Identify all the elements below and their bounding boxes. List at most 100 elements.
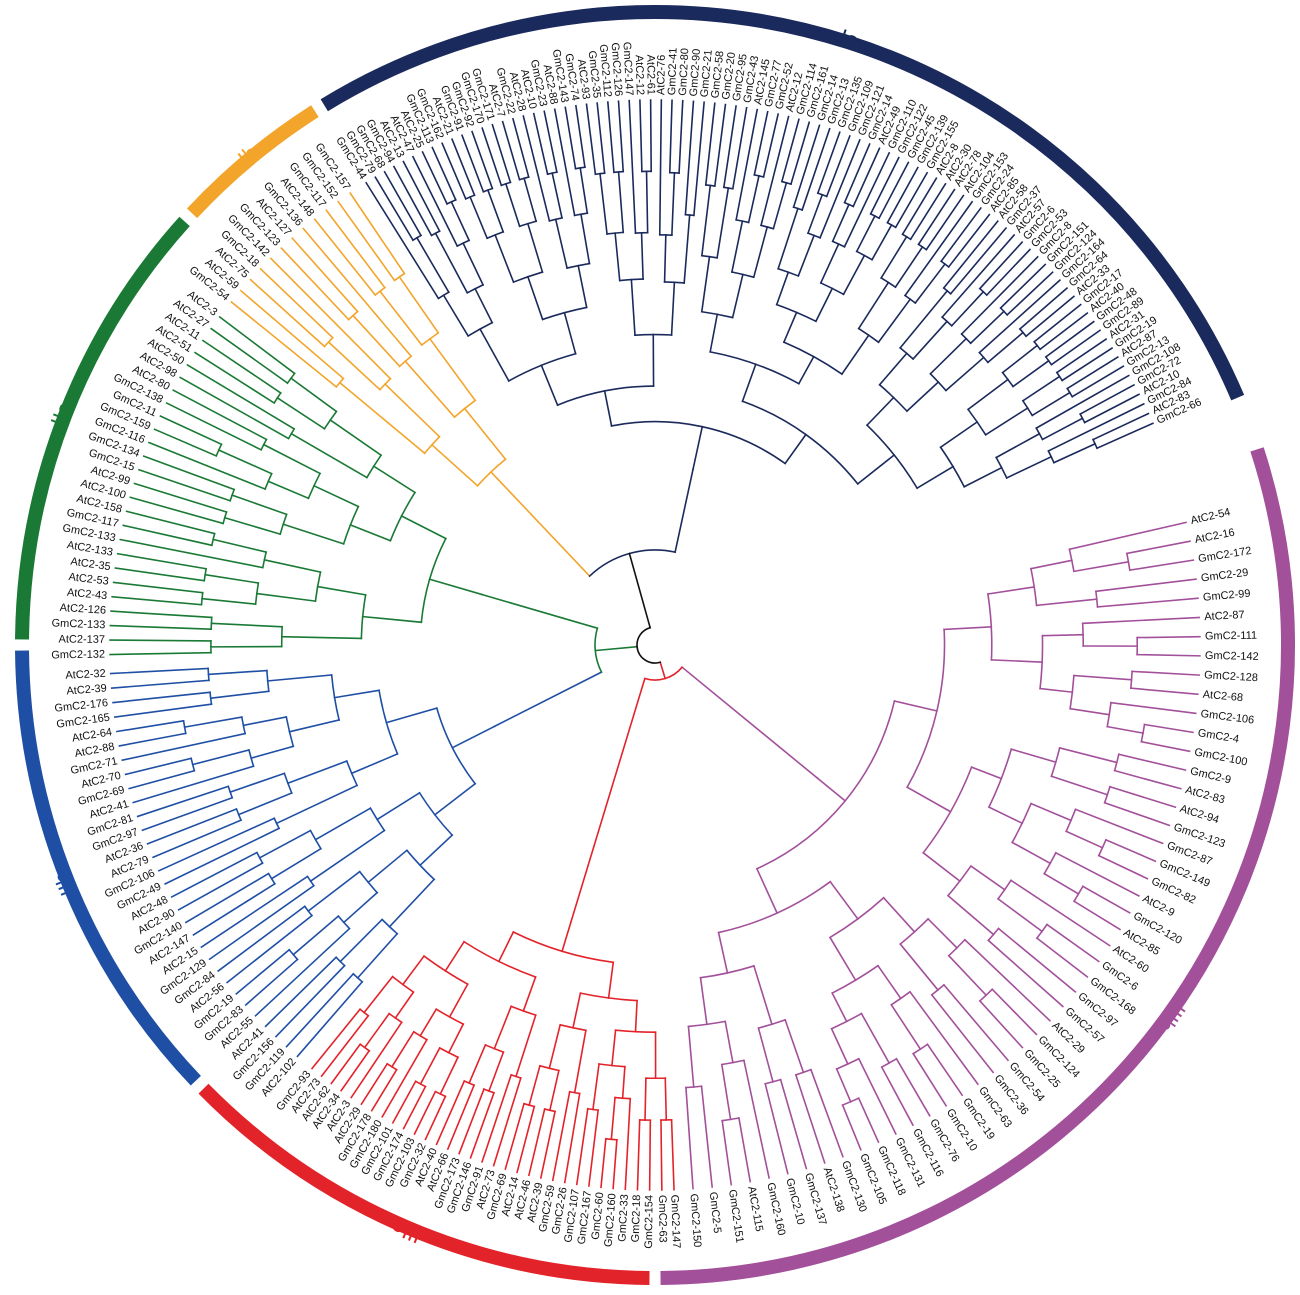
branch-Ia [441, 142, 467, 200]
branch-IIIb [1072, 560, 1130, 573]
branch-IIIb [882, 896, 916, 933]
branch-Ia [692, 425, 704, 471]
branch-IIIb [1136, 653, 1201, 657]
branch-IIIb [1125, 540, 1191, 555]
branch-Ia [1055, 338, 1108, 374]
branch-Ia [639, 99, 643, 173]
branch-IIb [115, 719, 185, 733]
branch-IIb [250, 745, 295, 760]
branch-Ia [1038, 311, 1089, 351]
leaf-label: AtC2-12 [633, 55, 646, 96]
branch-IIb [350, 752, 399, 775]
branch-Ia [1047, 402, 1145, 453]
branch-Ia [442, 294, 470, 338]
branch-Ia [630, 278, 636, 337]
branch-IIb [183, 716, 243, 729]
branch-IIIb [1072, 900, 1122, 931]
branch-Ia [944, 356, 985, 392]
branch-IIa [210, 622, 284, 628]
leaf-label: GmC2-4 [1197, 727, 1240, 746]
branch-IIa [125, 510, 216, 535]
branch-IIIb [1010, 748, 1057, 764]
branch-Ia [929, 337, 968, 375]
branch-IIIa [439, 1056, 460, 1096]
branch-Ia [741, 363, 757, 403]
branch-IIa [223, 516, 282, 536]
branch-Ia [1095, 422, 1154, 450]
clade-arcs [15, 5, 1295, 1285]
branch-Ia [762, 113, 780, 178]
branch-Ia [532, 112, 549, 176]
branch-IIIb [1035, 937, 1089, 978]
leaf-label: GmC2-60 [590, 1192, 607, 1241]
branch-Ia [553, 108, 576, 217]
branch-IIIa [611, 1029, 617, 1067]
branch-IIIa [391, 1080, 417, 1124]
branch-Ia [917, 188, 956, 246]
branch-Ia [504, 182, 521, 228]
branch-IIIa [493, 1005, 513, 1050]
leaf-label: GmC2-100 [1193, 746, 1248, 768]
branch-IIIb [899, 942, 940, 992]
branch-IIIb [1103, 801, 1171, 827]
branch-IIa [217, 449, 273, 475]
leaf-label: AtC2-54 [1190, 506, 1232, 527]
branch-IIIb [755, 867, 779, 915]
branch-IIIa [522, 976, 537, 1012]
branch-IIa [276, 396, 326, 430]
branch-IIb [307, 870, 361, 913]
branch-Ia [1005, 455, 1053, 480]
branch-Ib [269, 257, 392, 380]
branch-IIa [109, 624, 212, 631]
clade-arc-iiib [660, 447, 1295, 1285]
branch-Ia [949, 226, 1008, 295]
branch-IIIb [890, 1003, 922, 1051]
branch-IIa [281, 635, 363, 640]
branch-IIb [128, 769, 196, 790]
branch-Ia [843, 151, 891, 248]
leaf-label: GmC2-21 [699, 49, 715, 98]
branch-IIIb [752, 964, 773, 1026]
branch-Ib [230, 300, 338, 389]
branch-Ib [325, 209, 386, 289]
branch-Ia [645, 170, 649, 234]
branch-Ia [563, 311, 577, 355]
branch-IIIb [970, 766, 1003, 780]
branch-Ia [878, 352, 908, 386]
branch-IIb [270, 847, 322, 880]
leaf-label: AtC2-32 [65, 668, 106, 682]
leaf-label: GmC2-160 [764, 1182, 787, 1237]
branch-IIIb [721, 1119, 733, 1186]
branch-IIa [361, 615, 423, 624]
branch-Ia [606, 101, 615, 174]
branch-Ia [780, 118, 800, 183]
branch-Ia [941, 233, 1016, 319]
branch-IIIa [447, 1023, 465, 1054]
branch-Ia [775, 271, 790, 306]
branch-IIIb [880, 1065, 915, 1127]
branch-IIa [193, 351, 276, 405]
leaf-label: GmC2-41 [666, 47, 679, 95]
clade-arc-iiia [198, 1083, 650, 1285]
branch-Ia [617, 171, 625, 234]
leaf-label: AtC2-68 [1202, 689, 1243, 705]
branch-IIIb [1131, 670, 1201, 676]
branch-IIIa [664, 1077, 668, 1121]
branch-IIIb [922, 851, 961, 883]
branch-Ib [291, 237, 359, 313]
branch-IIa [153, 428, 218, 457]
branch-Ia [995, 432, 1041, 459]
branch-Ia [700, 184, 712, 257]
branch-IIIb [1143, 723, 1194, 734]
branch-IIa [165, 401, 263, 451]
branch-IIa [112, 581, 204, 594]
branch-IIIb [906, 786, 952, 813]
branch-Ia [580, 213, 591, 265]
branch-IIb [288, 719, 341, 733]
branch-IIIb [991, 988, 1038, 1036]
branch-IIb [157, 817, 276, 872]
branch-IIIb [737, 1117, 752, 1183]
tree-branches [109, 99, 1201, 1191]
branch-Ia [617, 100, 625, 173]
branch-IIb [112, 691, 211, 704]
